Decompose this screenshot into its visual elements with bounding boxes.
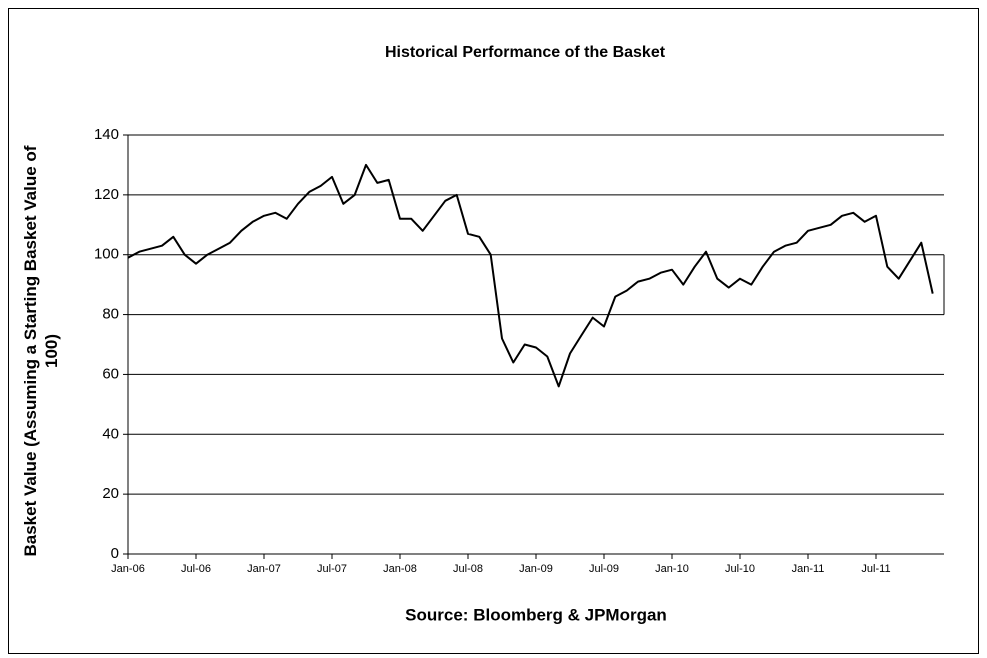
x-tick-label: Jul-11 xyxy=(861,563,890,575)
y-axis-label: Basket Value (Assuming a Starting Basket… xyxy=(21,145,61,557)
x-tick-label: Jan-11 xyxy=(792,563,825,575)
x-tick-label: Jan-08 xyxy=(383,563,417,575)
y-tick-label: 40 xyxy=(102,425,119,442)
chart-title: Historical Performance of the Basket xyxy=(385,44,666,61)
x-tick-label: Jul-10 xyxy=(725,563,755,575)
x-tick-label: Jul-08 xyxy=(453,563,483,575)
x-tick-label: Jan-10 xyxy=(655,563,689,575)
y-tick-label: 120 xyxy=(94,186,119,203)
x-axis-label: Source: Bloomberg & JPMorgan xyxy=(405,605,667,624)
x-tick-label: Jul-06 xyxy=(181,563,211,575)
x-tick-label: Jan-09 xyxy=(519,563,553,575)
x-tick-label: Jan-07 xyxy=(247,563,281,575)
x-tick-label: Jul-09 xyxy=(589,563,619,575)
y-tick-label: 100 xyxy=(94,246,119,263)
y-tick-label: 140 xyxy=(94,126,119,143)
y-tick-label: 60 xyxy=(102,365,119,382)
data-line xyxy=(127,163,934,388)
x-tick-label: Jul-07 xyxy=(317,563,347,575)
frame xyxy=(8,8,979,654)
y-tick-label: 80 xyxy=(102,306,119,323)
y-tick-label: 0 xyxy=(111,545,119,562)
y-tick-label: 20 xyxy=(102,485,119,502)
x-tick-label: Jan-06 xyxy=(111,563,145,575)
